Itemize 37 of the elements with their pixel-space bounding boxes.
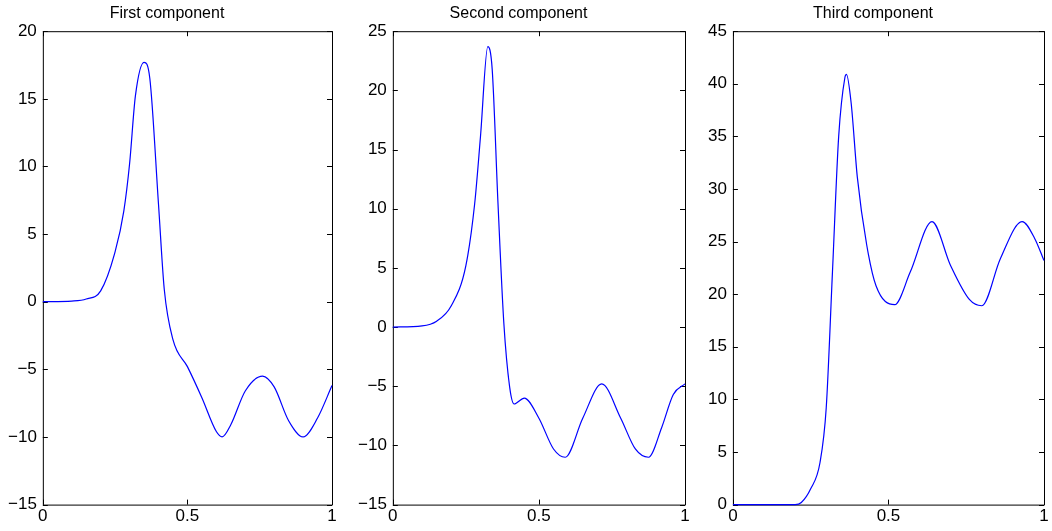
y-tick-label: 25 [367, 20, 387, 40]
x-tick-label: 0.5 [527, 506, 551, 526]
y-tick-label: −10 [7, 426, 37, 446]
y-tick-label: 20 [17, 20, 37, 40]
y-tick-label: 0 [27, 291, 37, 311]
y-tick-label: −10 [357, 435, 387, 455]
chart-title: Second component [449, 4, 588, 22]
y-tick-label: 10 [17, 156, 37, 176]
y-tick-label: 10 [707, 389, 727, 409]
x-tick-label: 1 [680, 506, 690, 526]
y-tick-label: 40 [707, 73, 727, 93]
x-tick-label: 0.5 [175, 506, 200, 526]
line-series [392, 45, 686, 458]
y-tick-label: 0 [377, 316, 387, 336]
y-tick-label: 5 [27, 223, 37, 243]
y-tick-label: 45 [707, 20, 727, 40]
y-tick-label: 10 [367, 198, 387, 218]
y-tick-label: 20 [367, 80, 387, 100]
y-tick-label: 20 [707, 283, 727, 303]
x-tick-label: 1 [327, 506, 337, 526]
x-tick-label: 1 [1039, 506, 1049, 526]
x-tick-label: 0.5 [876, 506, 901, 526]
y-tick-label: 15 [367, 139, 387, 159]
y-tick-label: 35 [707, 126, 727, 146]
y-tick-label: 5 [377, 257, 387, 277]
chart-title: First component [109, 4, 225, 22]
y-tick-label: −5 [367, 375, 387, 395]
y-tick-label: 15 [707, 336, 727, 356]
y-tick-label: −15 [7, 494, 37, 514]
chart-title: Third component [812, 4, 934, 22]
y-tick-label: 30 [707, 178, 727, 198]
y-tick-label: 25 [707, 231, 727, 251]
y-tick-label: −5 [17, 359, 37, 379]
y-tick-label: 15 [17, 88, 37, 108]
y-tick-label: 5 [717, 441, 727, 461]
line-series [42, 61, 333, 438]
y-tick-label: −15 [357, 494, 387, 514]
